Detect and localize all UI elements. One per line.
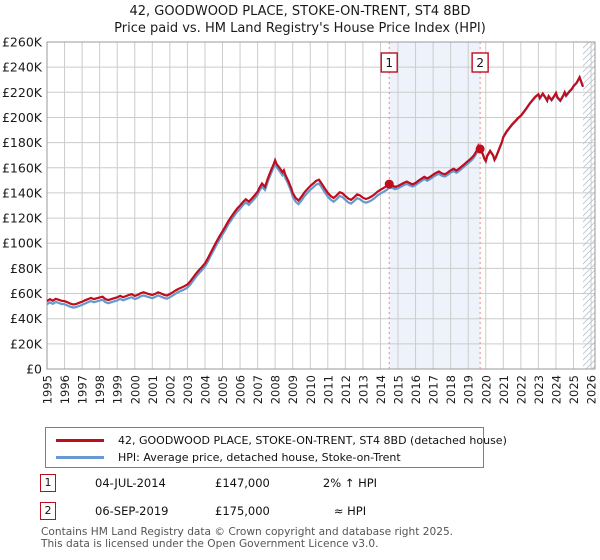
- x-tick-label: 2009: [286, 375, 300, 404]
- between-sales-shading: [389, 42, 481, 369]
- x-tick-label: 2008: [269, 375, 283, 404]
- y-tick-label: £220K: [2, 85, 43, 100]
- page-title: 42, GOODWOOD PLACE, STOKE-ON-TRENT, ST4 …: [129, 4, 471, 19]
- page-subtitle: Price paid vs. HM Land Registry's House …: [114, 21, 486, 36]
- hpi-line-swatch: [56, 456, 104, 459]
- legend-hpi-label: HPI: Average price, detached house, Stok…: [118, 451, 401, 464]
- y-tick-label: £200K: [2, 110, 43, 125]
- x-tick-label: 2016: [409, 375, 423, 404]
- sale-2-marker-box: [471, 52, 489, 73]
- sale-annotation-row: 2 06-SEP-2019 £175,000 ≈ HPI: [40, 502, 560, 522]
- y-tick-label: £40K: [10, 311, 43, 326]
- plot-border: [46, 41, 596, 370]
- y-tick-label: £100K: [2, 236, 43, 251]
- x-tick-label: 2010: [304, 375, 318, 404]
- legend-property-label: 42, GOODWOOD PLACE, STOKE-ON-TRENT, ST4 …: [118, 434, 507, 447]
- sale-1-point: [384, 179, 394, 189]
- legend-item-hpi: HPI: Average price, detached house, Stok…: [56, 449, 483, 466]
- sale-1-number-badge: 1: [40, 474, 56, 492]
- y-tick-label: £240K: [2, 60, 43, 75]
- y-tick-label: £160K: [2, 160, 43, 175]
- y-tick-label: £140K: [2, 185, 43, 200]
- x-tick-label: 2013: [356, 375, 370, 404]
- x-tick-label: 2005: [216, 375, 230, 404]
- x-tick-label: 2001: [146, 375, 160, 404]
- sale-annotation-row: 1 04-JUL-2014 £147,000 2% ↑ HPI: [40, 474, 560, 494]
- sale-2-point: [475, 144, 485, 154]
- chart-legend: 42, GOODWOOD PLACE, STOKE-ON-TRENT, ST4 …: [45, 427, 507, 468]
- sale-1-hpi-relation: 2% ↑ HPI: [322, 476, 378, 490]
- price-history-chart: £0 £20K £40K £60K £80K £100K £120K £140K £160K £1…: [2, 35, 599, 405]
- y-tick-label: £120K: [2, 211, 43, 226]
- sale-1-price: £147,000: [215, 476, 270, 490]
- sale-1-marker-number: 1: [385, 56, 393, 70]
- x-tick-label: 2026: [585, 375, 599, 404]
- x-tick-label: 2018: [444, 375, 458, 404]
- x-axis-tick-labels: 1995 1996 1997 1998 1999 2000 2001 2002 2003 2004…: [41, 375, 599, 404]
- x-tick-label: 1996: [58, 375, 72, 404]
- price-paid-line: [46, 74, 585, 306]
- x-tick-label: 2015: [392, 375, 406, 404]
- x-tick-label: 2020: [479, 375, 493, 404]
- x-tick-label: 1995: [41, 375, 55, 404]
- x-tick-label: 2003: [181, 375, 195, 404]
- x-tick-label: 2023: [532, 375, 546, 404]
- sale-1-date: 04-JUL-2014: [95, 476, 166, 490]
- x-tick-label: 2021: [497, 375, 511, 404]
- future-hatch-region: [582, 42, 595, 369]
- gridlines: [46, 41, 595, 370]
- footer-line-1: Contains HM Land Registry data © Crown c…: [41, 526, 454, 538]
- sale-2-price: £175,000: [215, 504, 270, 518]
- x-tick-label: 2014: [374, 375, 388, 404]
- x-tick-label: 1998: [93, 375, 107, 404]
- property-line-swatch: [56, 439, 104, 442]
- x-tick-label: 2004: [198, 375, 212, 404]
- x-tick-label: 2025: [567, 375, 581, 404]
- x-tick-label: 2012: [339, 375, 353, 404]
- x-tick-label: 1997: [76, 375, 90, 404]
- x-tick-label: 2024: [549, 375, 563, 404]
- x-tick-label: 2022: [514, 375, 528, 404]
- y-tick-label: £180K: [2, 135, 43, 150]
- x-tick-label: 2017: [427, 375, 441, 404]
- y-tick-label: £80K: [10, 261, 43, 276]
- y-tick-label: £0: [26, 362, 42, 377]
- sale-2-number-badge: 2: [40, 502, 56, 520]
- license-footer: Contains HM Land Registry data © Crown c…: [41, 526, 454, 550]
- footer-line-2: This data is licensed under the Open Gov…: [41, 537, 379, 550]
- sale-1-marker-box: [380, 52, 398, 73]
- x-tick-label: 2007: [251, 375, 265, 404]
- x-tick-label: 2002: [163, 375, 177, 404]
- x-tick-label: 2006: [234, 375, 248, 404]
- y-axis-tick-labels: £0 £20K £40K £60K £80K £100K £120K £140K £160K £1…: [2, 35, 43, 377]
- y-tick-label: £60K: [10, 286, 43, 301]
- x-tick-label: 1999: [111, 375, 125, 404]
- y-tick-label: £20K: [10, 336, 43, 351]
- y-tick-label: £260K: [2, 35, 43, 50]
- x-tick-label: 2011: [321, 375, 335, 404]
- sale-2-marker-number: 2: [476, 56, 484, 70]
- x-tick-label: 2019: [462, 375, 476, 404]
- x-tick-label: 2000: [128, 375, 142, 404]
- sale-2-date: 06-SEP-2019: [95, 504, 169, 518]
- legend-item-property: 42, GOODWOOD PLACE, STOKE-ON-TRENT, ST4 …: [56, 432, 507, 449]
- sale-2-hpi-relation: ≈ HPI: [333, 504, 367, 518]
